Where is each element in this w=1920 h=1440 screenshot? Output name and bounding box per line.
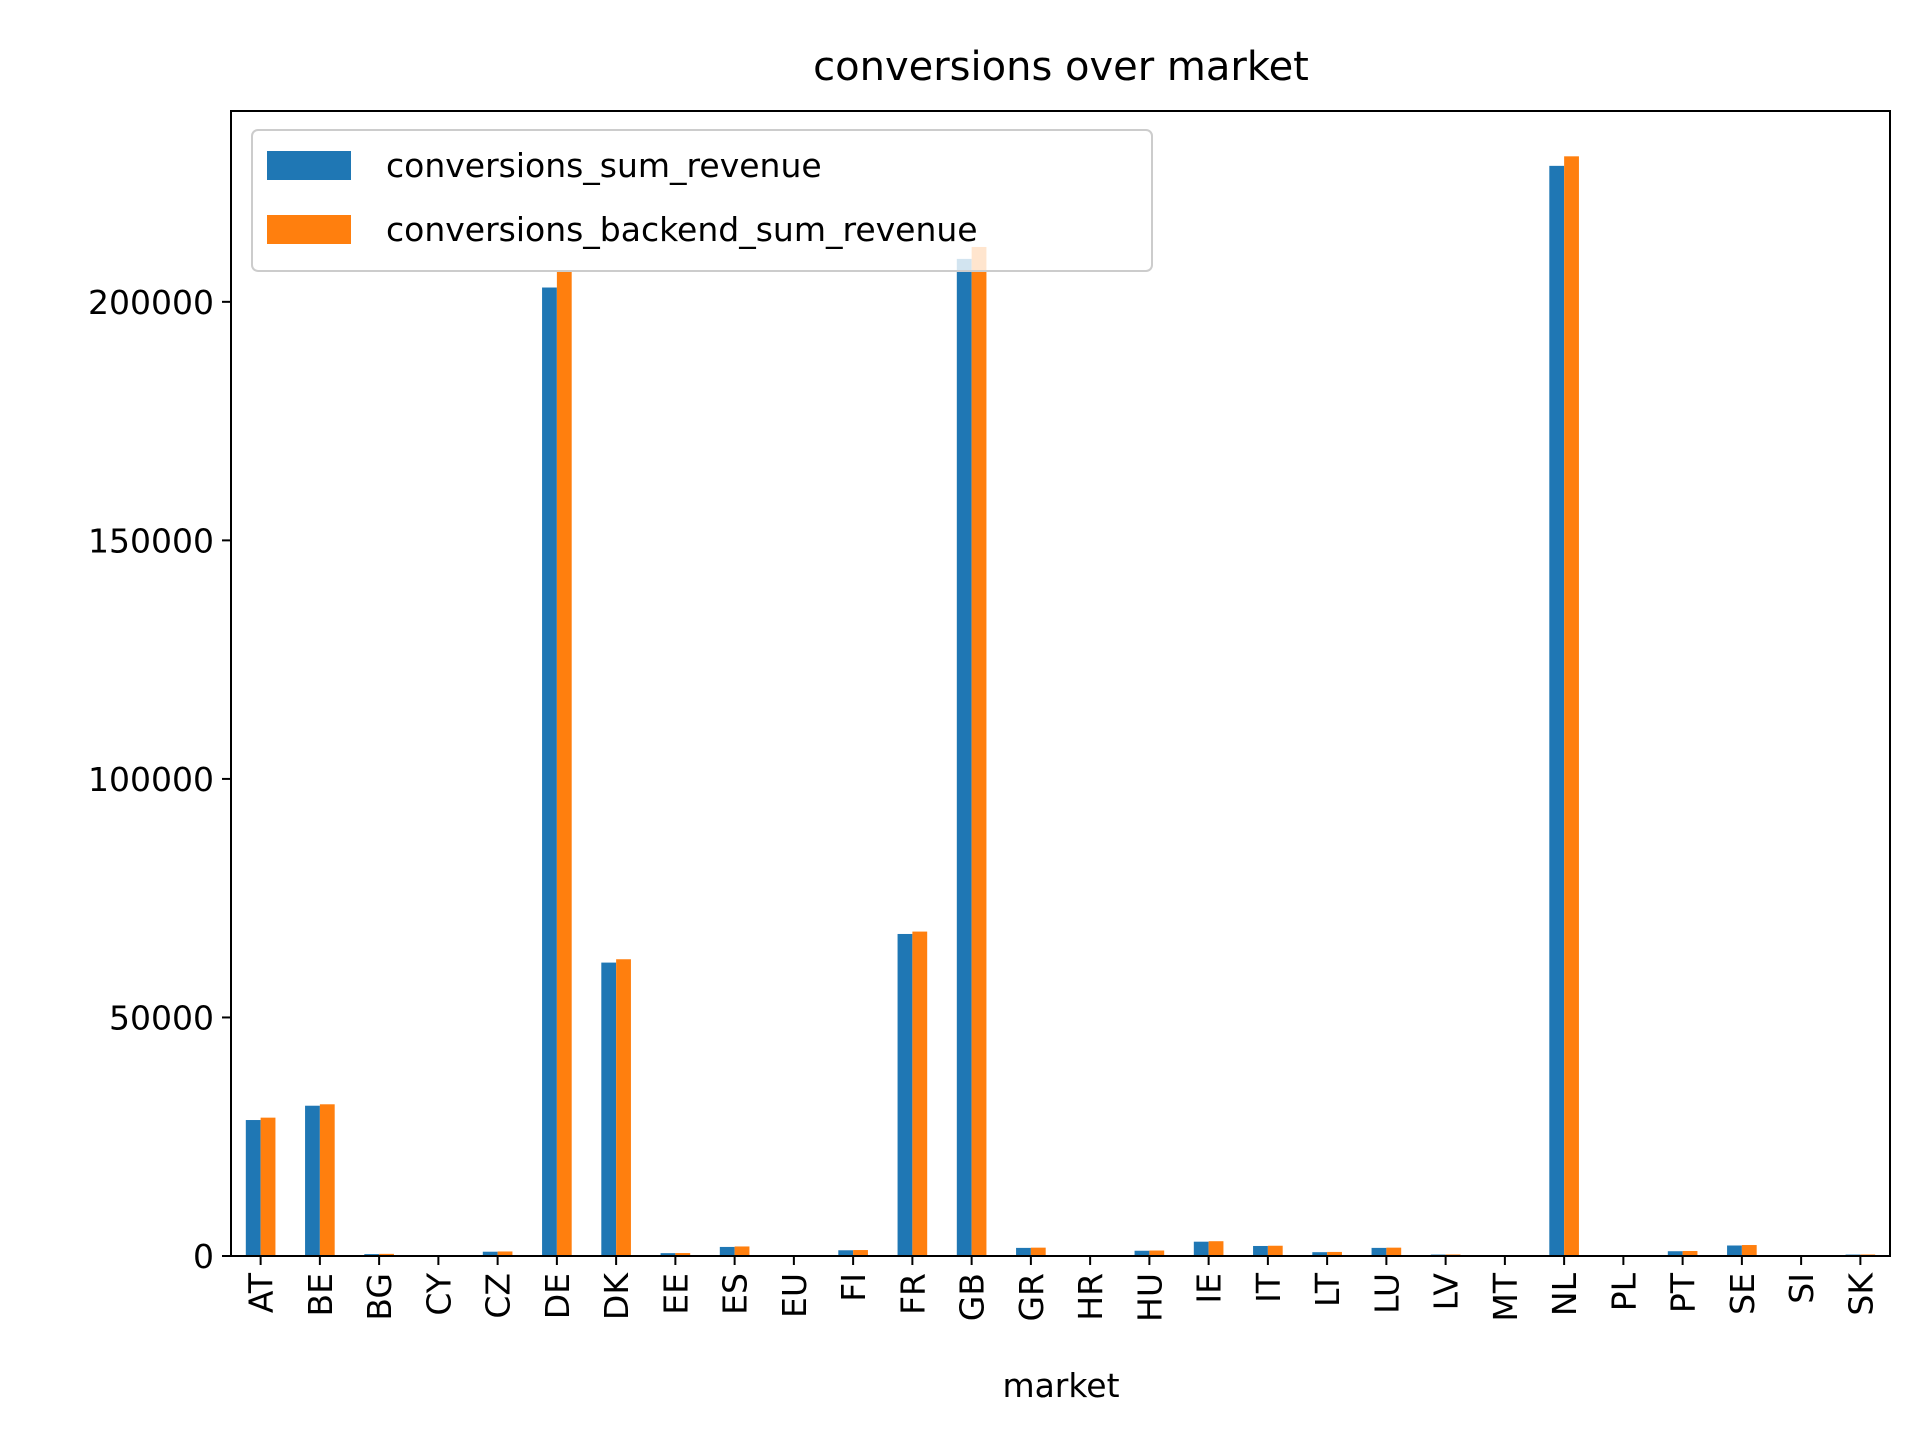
bar-backend-sum-revenue-nl	[1564, 156, 1579, 1256]
x-tick-label-ee: EE	[656, 1273, 695, 1315]
x-tick-label-gr: GR	[1012, 1273, 1051, 1322]
x-tick-label-cz: CZ	[479, 1273, 518, 1319]
x-tick-label-si: SI	[1782, 1273, 1821, 1304]
y-axis: 0 50000 100000 150000 200000	[88, 283, 231, 1276]
bar-backend-sum-revenue-it	[1267, 1245, 1283, 1256]
bar-backend-sum-revenue-at	[260, 1117, 276, 1256]
bar-sum-revenue-gb	[956, 258, 972, 1256]
bar-sum-revenue-cz	[482, 1251, 498, 1256]
x-tick-label-it: IT	[1249, 1272, 1288, 1303]
x-tick-label-cy: CY	[419, 1272, 458, 1315]
x-tick-label-be: BE	[301, 1273, 340, 1317]
legend-box	[251, 129, 1153, 272]
bar-backend-sum-revenue-lu	[1386, 1247, 1402, 1256]
x-tick-label-dk: DK	[597, 1272, 636, 1320]
y-tick-label: 0	[193, 1237, 214, 1276]
bar-backend-sum-revenue-gb	[971, 246, 987, 1257]
bar-backend-sum-revenue-cz	[497, 1251, 513, 1256]
bar-sum-revenue-pt	[1667, 1251, 1683, 1256]
bar-sum-revenue-ee	[660, 1253, 676, 1256]
bar-backend-sum-revenue-de	[556, 270, 572, 1256]
legend-swatch-sum-revenue	[267, 151, 351, 180]
bar-backend-sum-revenue-fi	[853, 1250, 868, 1256]
bar-sum-revenue-fi	[838, 1250, 854, 1256]
legend: conversions_sum_revenue conversions_backe…	[251, 129, 1153, 272]
y-tick-label: 200000	[88, 283, 214, 322]
bar-backend-sum-revenue-be	[319, 1104, 335, 1256]
y-tick-label: 50000	[109, 998, 214, 1037]
bar-backend-sum-revenue-pt	[1682, 1250, 1698, 1256]
legend-swatch-backend-sum-revenue	[267, 215, 351, 244]
x-tick-label-fi: FI	[834, 1273, 873, 1302]
plot-frame	[230, 110, 1891, 1257]
bar-sum-revenue-de	[542, 287, 557, 1256]
x-tick-label-se: SE	[1723, 1273, 1762, 1315]
bar-sum-revenue-fr	[897, 933, 913, 1256]
bar-sum-revenue-es	[719, 1246, 735, 1256]
y-tick-label: 150000	[88, 521, 214, 560]
bar-backend-sum-revenue-ee	[675, 1253, 691, 1256]
x-axis: AT BE BG CY CZ DE DK EE ES EU FI FR GB GR HR HU IE IT LT LU…	[242, 1256, 1880, 1322]
x-tick-label-mt: MT	[1486, 1272, 1525, 1321]
legend-label-backend-sum-revenue: conversions_backend_sum_revenue	[386, 210, 978, 249]
bar-backend-sum-revenue-ie	[1208, 1241, 1224, 1256]
x-tick-label-hu: HU	[1130, 1273, 1169, 1322]
x-tick-label-gb: GB	[953, 1273, 992, 1321]
bar-sum-revenue-nl	[1549, 165, 1565, 1257]
bar-backend-sum-revenue-hu	[1149, 1250, 1165, 1256]
chart-title: conversions over market	[813, 44, 1309, 90]
x-tick-label-pl: PL	[1604, 1272, 1643, 1311]
x-tick-label-nl: NL	[1545, 1272, 1584, 1316]
plot-area	[230, 110, 1891, 1257]
bar-backend-sum-revenue-gr	[1030, 1247, 1046, 1256]
bar-sum-revenue-at	[245, 1120, 261, 1256]
x-tick-label-bg: BG	[360, 1273, 399, 1321]
x-tick-label-lv: LV	[1427, 1273, 1466, 1311]
bar-backend-sum-revenue-es	[734, 1246, 750, 1256]
x-tick-label-pt: PT	[1664, 1272, 1703, 1313]
x-tick-label-at: AT	[242, 1272, 281, 1313]
bar-backend-sum-revenue-se	[1741, 1245, 1757, 1256]
x-tick-label-sk: SK	[1841, 1272, 1880, 1316]
bar-sum-revenue-gr	[1016, 1247, 1031, 1256]
x-tick-label-hr: HR	[1071, 1273, 1110, 1321]
legend-label-sum-revenue: conversions_sum_revenue	[386, 146, 822, 185]
x-axis-label: market	[1002, 1366, 1119, 1405]
bar-sum-revenue-dk	[601, 962, 617, 1256]
bar-backend-sum-revenue-dk	[616, 959, 631, 1256]
bar-sum-revenue-hu	[1134, 1250, 1150, 1256]
bar-sum-revenue-ie	[1193, 1241, 1209, 1256]
x-tick-label-eu: EU	[775, 1273, 814, 1318]
y-tick-label: 100000	[88, 760, 214, 799]
bar-sum-revenue-se	[1727, 1245, 1742, 1256]
x-tick-label-ie: IE	[1190, 1273, 1229, 1304]
x-tick-label-es: ES	[716, 1273, 755, 1315]
bar-sum-revenue-lu	[1371, 1247, 1387, 1256]
bar-sum-revenue-be	[305, 1105, 320, 1256]
bar-backend-sum-revenue-lt	[1327, 1251, 1342, 1256]
bar-backend-sum-revenue-fr	[912, 931, 928, 1256]
x-tick-label-lu: LU	[1367, 1273, 1406, 1314]
x-tick-label-lt: LT	[1308, 1272, 1347, 1307]
bar-sum-revenue-lt	[1312, 1252, 1328, 1256]
x-tick-label-fr: FR	[893, 1273, 932, 1315]
bar-backend-sum-revenue-bg	[379, 1253, 394, 1256]
bar-sum-revenue-it	[1253, 1245, 1268, 1256]
x-tick-label-de: DE	[538, 1273, 577, 1319]
